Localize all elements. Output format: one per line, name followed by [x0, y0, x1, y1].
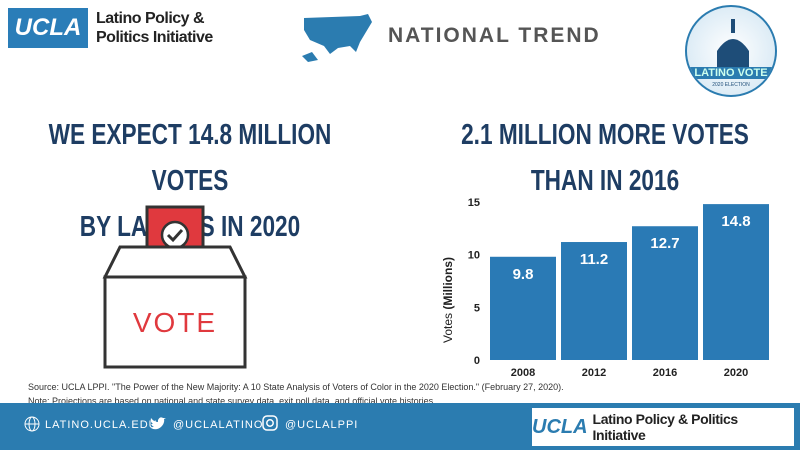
y-axis-label: Votes (Millions): [441, 257, 455, 343]
data-label: 12.7: [650, 235, 679, 252]
instagram-link[interactable]: @UCLALPPI: [285, 419, 359, 431]
badge-sub: 2020 ELECTION: [712, 82, 750, 88]
footer-logo: UCLA Latino Policy & Politics Initiative: [532, 408, 794, 446]
x-tick-label: 2016: [653, 367, 677, 379]
right-headline: 2.1 MILLION MORE VOTES THAN IN 2016: [420, 112, 790, 204]
left-headline: WE EXPECT 14.8 MILLION VOTES BY LATINOS …: [0, 112, 380, 250]
y-tick-label: 5: [474, 302, 480, 314]
bar-2012: [561, 242, 627, 360]
source-notes: Source: UCLA LPPI. "The Power of the New…: [28, 380, 564, 408]
usa-map-icon: [302, 14, 372, 62]
org-line-2: Politics Initiative: [96, 29, 213, 46]
ballot-box-icon: VOTE: [102, 205, 248, 369]
x-tick-label: 2008: [511, 367, 535, 379]
headline-line: WE EXPECT 14.8 MILLION VOTES: [48, 119, 332, 197]
website-link[interactable]: LATINO.UCLA.EDU: [45, 419, 158, 431]
page-title: NATIONAL TREND: [388, 24, 601, 47]
y-tick-label: 10: [468, 250, 480, 262]
globe-icon: [24, 416, 40, 432]
bar-2008: [490, 256, 556, 360]
bar-chart: Votes (Millions) 0 5 10 15 9.8 2008 11.2 2012 12…: [441, 197, 769, 379]
instagram-icon: [262, 415, 278, 431]
badge-text: LATINO VOTE: [687, 67, 775, 79]
data-label: 11.2: [580, 251, 608, 268]
footer-ucla: UCLA: [532, 415, 588, 438]
bar-2020: [703, 204, 769, 360]
capitol-icon: [717, 19, 749, 71]
headline-line: THAN IN 2016: [530, 165, 680, 197]
data-label: 14.8: [721, 213, 750, 230]
twitter-icon: [150, 417, 166, 430]
source-text: Source: UCLA LPPI. "The Power of the New…: [28, 382, 564, 392]
x-tick-label: 2012: [582, 367, 606, 379]
org-line-1: Latino Policy &: [96, 10, 205, 27]
vote-label: VOTE: [133, 307, 217, 338]
twitter-link[interactable]: @UCLALATINO: [173, 419, 264, 431]
data-label: 9.8: [513, 266, 534, 283]
ucla-logo: UCLA: [8, 8, 88, 48]
footer-org: Latino Policy & Politics Initiative: [592, 411, 739, 443]
latino-vote-badge: LATINO VOTE 2020 ELECTION: [685, 5, 777, 97]
bar-2016: [632, 226, 698, 360]
y-tick-label: 15: [468, 197, 480, 209]
headline-line: 2.1 MILLION MORE VOTES: [461, 119, 749, 151]
x-tick-label: 2020: [724, 367, 748, 379]
note-text: Note: Projections are based on national …: [28, 396, 436, 406]
org-name: Latino Policy & Politics Initiative: [96, 9, 213, 47]
y-tick-label: 0: [474, 355, 480, 367]
